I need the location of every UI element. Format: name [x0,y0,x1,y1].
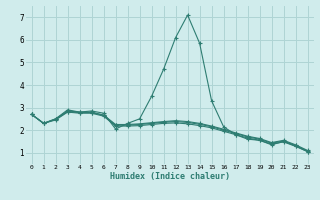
X-axis label: Humidex (Indice chaleur): Humidex (Indice chaleur) [109,172,230,181]
